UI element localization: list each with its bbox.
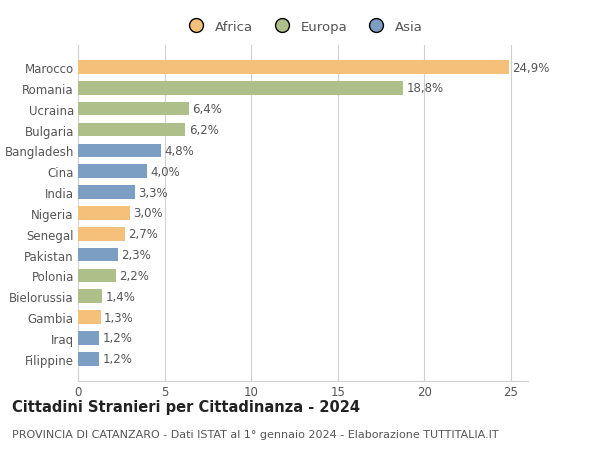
Bar bbox=[78, 352, 99, 366]
Text: 1,2%: 1,2% bbox=[102, 353, 132, 365]
Text: 1,4%: 1,4% bbox=[106, 290, 136, 303]
Text: 2,2%: 2,2% bbox=[119, 269, 149, 282]
Bar bbox=[78, 331, 99, 345]
Bar bbox=[78, 165, 147, 179]
Text: 2,3%: 2,3% bbox=[121, 248, 151, 262]
Text: 1,3%: 1,3% bbox=[104, 311, 134, 324]
Bar bbox=[78, 61, 509, 75]
Bar bbox=[78, 186, 135, 199]
Bar bbox=[78, 269, 116, 283]
Text: 4,0%: 4,0% bbox=[151, 165, 181, 179]
Text: 1,2%: 1,2% bbox=[102, 332, 132, 345]
Bar bbox=[78, 248, 118, 262]
Text: 24,9%: 24,9% bbox=[512, 62, 550, 74]
Text: 18,8%: 18,8% bbox=[407, 82, 444, 95]
Text: 4,8%: 4,8% bbox=[164, 145, 194, 157]
Text: Cittadini Stranieri per Cittadinanza - 2024: Cittadini Stranieri per Cittadinanza - 2… bbox=[12, 399, 360, 414]
Bar bbox=[78, 207, 130, 220]
Text: 6,4%: 6,4% bbox=[192, 103, 222, 116]
Text: 3,3%: 3,3% bbox=[139, 186, 168, 199]
Text: PROVINCIA DI CATANZARO - Dati ISTAT al 1° gennaio 2024 - Elaborazione TUTTITALIA: PROVINCIA DI CATANZARO - Dati ISTAT al 1… bbox=[12, 429, 499, 439]
Text: 2,7%: 2,7% bbox=[128, 228, 158, 241]
Bar bbox=[78, 123, 185, 137]
Bar bbox=[78, 144, 161, 158]
Bar bbox=[78, 290, 102, 303]
Bar bbox=[78, 311, 101, 324]
Text: 6,2%: 6,2% bbox=[189, 124, 218, 137]
Bar bbox=[78, 82, 403, 95]
Bar bbox=[78, 228, 125, 241]
Bar bbox=[78, 103, 189, 116]
Legend: Africa, Europa, Asia: Africa, Europa, Asia bbox=[178, 16, 428, 39]
Text: 3,0%: 3,0% bbox=[133, 207, 163, 220]
